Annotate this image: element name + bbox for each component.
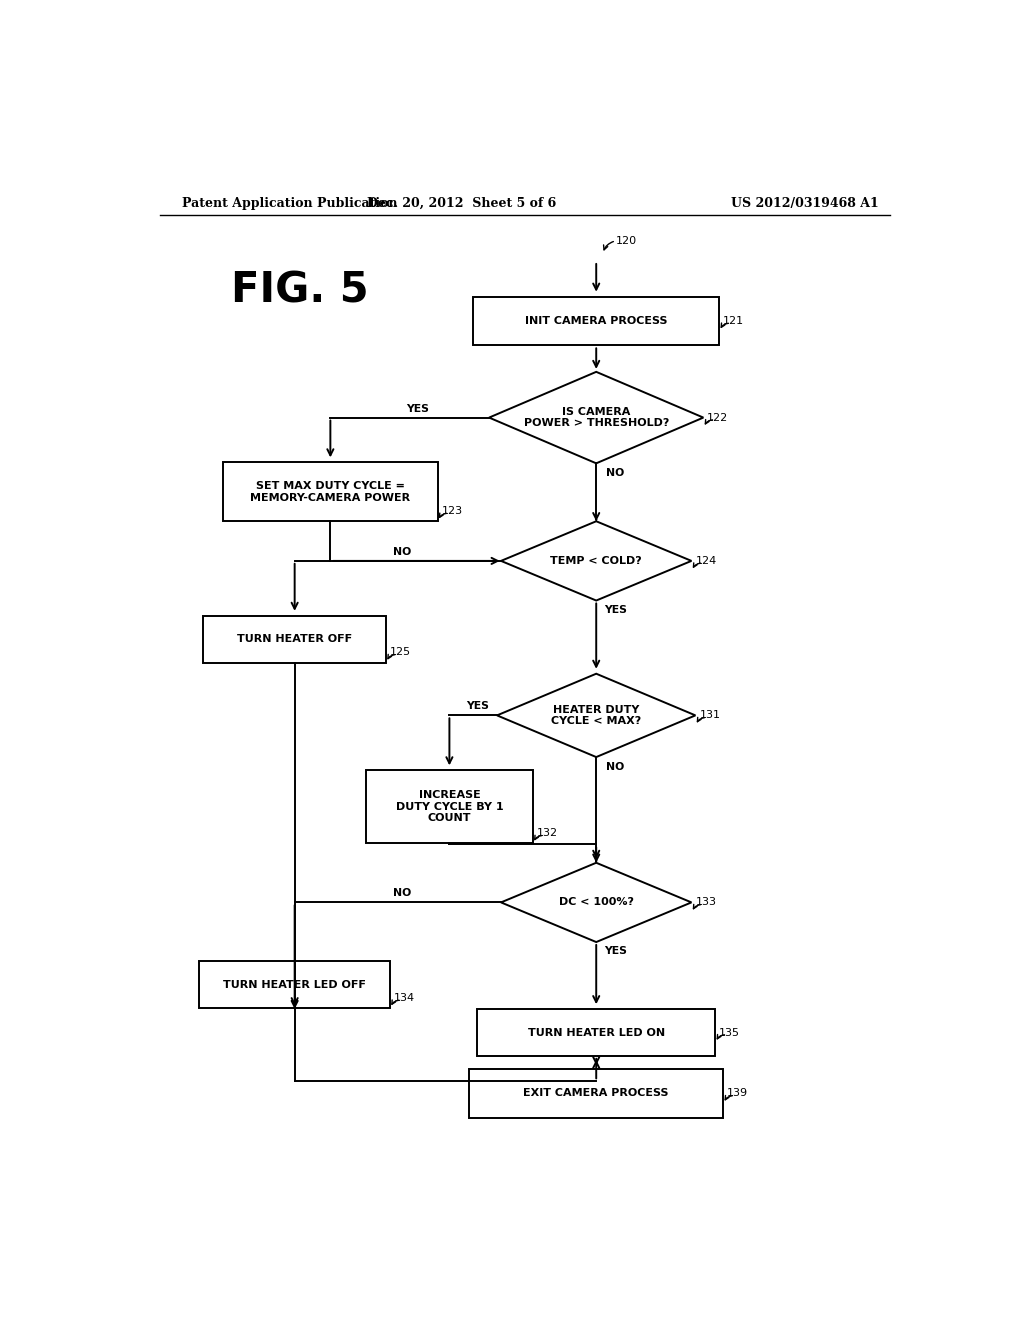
Text: US 2012/0319468 A1: US 2012/0319468 A1 xyxy=(731,197,879,210)
Text: SET MAX DUTY CYCLE =
MEMORY-CAMERA POWER: SET MAX DUTY CYCLE = MEMORY-CAMERA POWER xyxy=(250,480,411,503)
Text: 125: 125 xyxy=(390,647,411,657)
Text: 134: 134 xyxy=(394,993,415,1003)
Text: YES: YES xyxy=(407,404,429,413)
Text: 132: 132 xyxy=(537,828,558,838)
Text: TURN HEATER LED OFF: TURN HEATER LED OFF xyxy=(223,979,367,990)
Text: IS CAMERA
POWER > THRESHOLD?: IS CAMERA POWER > THRESHOLD? xyxy=(523,407,669,429)
Text: 131: 131 xyxy=(699,710,721,721)
Text: INIT CAMERA PROCESS: INIT CAMERA PROCESS xyxy=(525,315,668,326)
Text: TEMP < COLD?: TEMP < COLD? xyxy=(550,556,642,566)
Text: DC < 100%?: DC < 100%? xyxy=(559,898,634,907)
Text: NO: NO xyxy=(392,546,411,557)
Text: Patent Application Publication: Patent Application Publication xyxy=(182,197,397,210)
Text: TURN HEATER LED ON: TURN HEATER LED ON xyxy=(527,1027,665,1038)
Text: YES: YES xyxy=(604,605,627,615)
Bar xyxy=(469,1069,723,1118)
Bar xyxy=(367,771,532,843)
Text: 120: 120 xyxy=(616,236,637,246)
Text: Dec. 20, 2012  Sheet 5 of 6: Dec. 20, 2012 Sheet 5 of 6 xyxy=(367,197,556,210)
Text: INCREASE
DUTY CYCLE BY 1
COUNT: INCREASE DUTY CYCLE BY 1 COUNT xyxy=(395,791,503,824)
Text: YES: YES xyxy=(466,701,488,711)
Text: 139: 139 xyxy=(727,1089,749,1098)
Text: TURN HEATER OFF: TURN HEATER OFF xyxy=(238,634,352,644)
Text: 121: 121 xyxy=(723,315,744,326)
Text: 133: 133 xyxy=(695,898,717,907)
Text: EXIT CAMERA PROCESS: EXIT CAMERA PROCESS xyxy=(523,1089,669,1098)
Bar xyxy=(477,1008,715,1056)
Text: 135: 135 xyxy=(719,1027,740,1038)
Text: 122: 122 xyxy=(708,413,729,422)
Text: FIG. 5: FIG. 5 xyxy=(231,269,369,312)
Bar xyxy=(223,462,437,521)
Text: HEATER DUTY
CYCLE < MAX?: HEATER DUTY CYCLE < MAX? xyxy=(551,705,641,726)
Text: 123: 123 xyxy=(441,506,463,516)
Bar xyxy=(473,297,719,346)
Text: NO: NO xyxy=(606,469,624,478)
Bar xyxy=(204,615,386,663)
Text: YES: YES xyxy=(604,946,627,956)
Text: NO: NO xyxy=(392,888,411,899)
Bar xyxy=(200,961,390,1008)
Text: 124: 124 xyxy=(695,556,717,566)
Text: NO: NO xyxy=(606,762,624,772)
